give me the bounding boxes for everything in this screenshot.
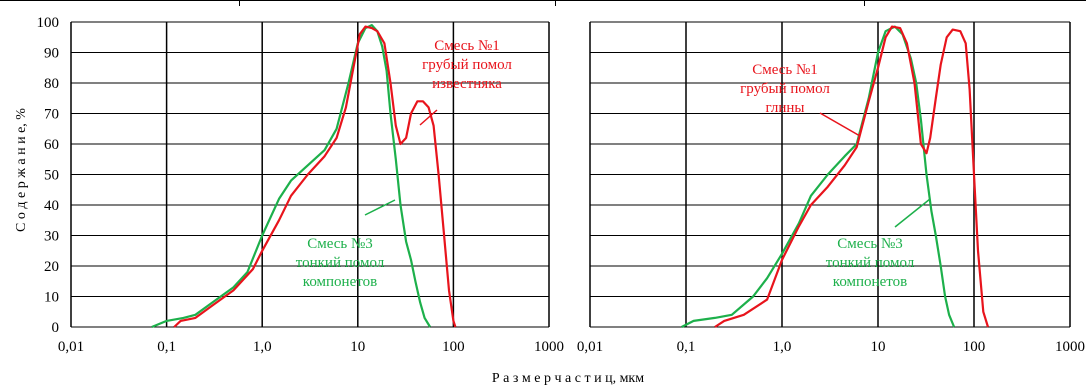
series-line-red bbox=[714, 25, 990, 328]
x-axis-title: Р а з м е р ч а с т и ц, мкм bbox=[492, 371, 644, 386]
y-tick-label: 10 bbox=[44, 290, 59, 306]
x-tick-label: 0,01 bbox=[577, 339, 603, 355]
x-tick-label: 100 bbox=[442, 339, 465, 355]
x-tick-label: 0,1 bbox=[677, 339, 696, 355]
y-axis-title: С о д е р ж а н и е, % bbox=[14, 108, 29, 232]
annotation-leader bbox=[894, 198, 931, 228]
x-tick-label: 0,01 bbox=[58, 339, 84, 355]
annotation-leader bbox=[819, 112, 861, 137]
chart-panel-left: 0,01 0,1 1,0 10 100 1000 0 10 20 30 40 50 60 70 80 90 10… bbox=[37, 15, 565, 355]
y-tick-label: 20 bbox=[44, 259, 59, 275]
y-tick-label: 30 bbox=[44, 229, 59, 245]
chart-panel-right: 0,01 0,1 1,0 10 100 1000 Смесь №1 грубый помол г… bbox=[577, 21, 1085, 355]
x-tick-label: 10 bbox=[350, 339, 365, 355]
x-tick-label: 1000 bbox=[534, 339, 564, 355]
annotation-leader bbox=[364, 199, 396, 216]
series-line-green bbox=[681, 25, 956, 328]
y-tick-label: 90 bbox=[44, 46, 59, 62]
y-tick-label: 60 bbox=[44, 137, 59, 153]
x-tick-label: 0,1 bbox=[157, 339, 176, 355]
series-line-red bbox=[173, 25, 457, 328]
series-annotation: Смесь №3 тонкий помол компонетов bbox=[826, 236, 915, 290]
series-annotation: Смесь №1 грубый помол глины bbox=[740, 62, 830, 116]
y-tick-label: 100 bbox=[37, 15, 60, 31]
x-tick-label: 100 bbox=[963, 339, 986, 355]
x-tick-label: 10 bbox=[871, 339, 886, 355]
y-tick-label: 50 bbox=[44, 168, 59, 184]
series-annotation: Смесь №3 тонкий помол компонетов bbox=[296, 236, 385, 290]
annotation-leader bbox=[419, 109, 438, 126]
x-tick-label: 1,0 bbox=[253, 339, 272, 355]
y-tick-label: 40 bbox=[44, 198, 59, 214]
y-tick-label: 70 bbox=[44, 107, 59, 123]
y-tick-label: 0 bbox=[52, 320, 60, 336]
y-tick-label: 80 bbox=[44, 76, 59, 92]
series-annotation: Смесь №1 грубый помол известняка bbox=[422, 38, 512, 92]
x-tick-label: 1,0 bbox=[773, 339, 792, 355]
x-tick-label: 1000 bbox=[1055, 339, 1085, 355]
